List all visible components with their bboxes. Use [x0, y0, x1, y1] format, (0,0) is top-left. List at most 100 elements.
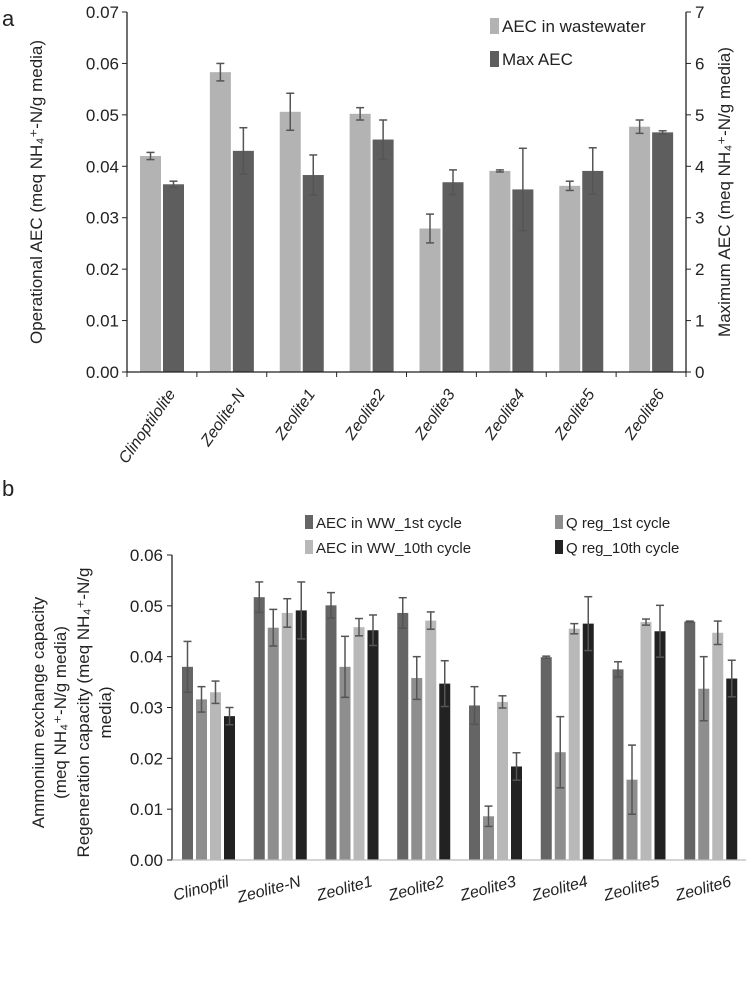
- panel-label-b: b: [2, 476, 14, 501]
- bar-qreg-10th-cycle: [295, 610, 307, 860]
- x-tick-label: Zeolite6: [673, 873, 733, 904]
- y-tick-label: 0.04: [86, 157, 119, 176]
- bar-aec-1st-cycle: [612, 669, 624, 860]
- y-tick-label: 0.06: [86, 54, 119, 73]
- y-tick-label: 0.06: [130, 546, 163, 565]
- legend-swatch: [490, 18, 499, 34]
- bar-max-aec: [232, 150, 254, 372]
- bar-aec-1st-cycle: [253, 597, 265, 860]
- bar-aec-10th-cycle: [497, 701, 508, 860]
- bar-qreg-1st-cycle: [554, 752, 566, 860]
- y-tick-label: 0.00: [86, 363, 119, 382]
- panel-b-chart: Clinoptil Zeolite-N Zeolite1 Zeolite2 Zeolit…: [29, 515, 746, 907]
- bar-max-aec: [442, 182, 464, 372]
- y-tick-label: 0.01: [86, 312, 119, 331]
- panel-a-chart: Clinoptilolite Zeolite-N Zeolite1 Zeolite2 Z…: [27, 3, 734, 467]
- x-tick-label: Zeolite-N: [235, 873, 303, 907]
- bar-qreg-1st-cycle: [196, 699, 207, 860]
- bar-max-aec: [652, 132, 674, 372]
- bar-aec-10th-cycle: [568, 628, 580, 860]
- bar-aec-wastewater: [419, 228, 441, 372]
- bar-aec-1st-cycle: [469, 705, 480, 860]
- y2-tick-label: 2: [695, 260, 704, 279]
- bar-qreg-10th-cycle: [439, 683, 451, 860]
- bar-max-aec: [163, 184, 184, 372]
- bar-qreg-1st-cycle: [483, 816, 494, 860]
- bar-aec-wastewater: [489, 170, 511, 372]
- y-tick-label: 0.03: [86, 209, 119, 228]
- y-tick-label: 0.05: [86, 106, 119, 125]
- x-tick-label: Zeolite1: [272, 387, 319, 444]
- bar-aec-1st-cycle: [325, 605, 337, 860]
- y-tick-label: 0.03: [130, 699, 163, 718]
- x-tick-label: Clinoptilolite: [116, 386, 179, 466]
- legend-swatch: [555, 515, 563, 529]
- bar-qreg-1st-cycle: [698, 688, 710, 860]
- y2-tick-label: 7: [695, 3, 704, 22]
- y2-tick-label: 1: [695, 312, 704, 331]
- bar-qreg-1st-cycle: [339, 666, 351, 860]
- x-tick-label: Clinoptil: [172, 873, 232, 904]
- y-axis-title-line: Ammonium exchange capacity: [29, 596, 48, 828]
- x-tick-label: Zeolite5: [551, 386, 598, 443]
- y-tick-label: 0.01: [130, 800, 163, 819]
- bar-aec-1st-cycle: [684, 621, 696, 860]
- bar-aec-10th-cycle: [712, 632, 724, 860]
- x-tick-label: Zeolite4: [481, 386, 528, 443]
- bar-max-aec: [582, 170, 604, 372]
- y-tick-label: 0.05: [130, 597, 163, 616]
- x-tick-label: Zeolite2: [342, 386, 389, 443]
- y-tick-label: 0.00: [130, 851, 163, 870]
- y-axis-title-line: (meq NH₄⁺-N/g media): [51, 626, 70, 799]
- bar-qreg-10th-cycle: [367, 630, 379, 860]
- legend-swatch: [305, 540, 313, 554]
- bar-aec-wastewater: [349, 113, 371, 372]
- bar-aec-10th-cycle: [353, 627, 365, 860]
- legend-label: AEC in wastewater: [502, 17, 646, 36]
- y2-tick-label: 3: [695, 209, 704, 228]
- bar-aec-10th-cycle: [425, 620, 437, 860]
- bar-max-aec: [372, 139, 394, 372]
- x-tick-label: Zeolite4: [529, 873, 589, 904]
- bar-aec-wastewater: [140, 156, 161, 372]
- legend-label: Q reg_10th cycle: [566, 540, 679, 557]
- y-tick-label: 0.04: [130, 648, 163, 667]
- bar-aec-10th-cycle: [640, 622, 652, 860]
- bar-aec-wastewater: [629, 126, 651, 372]
- legend-label: AEC in WW_1st cycle: [316, 515, 462, 532]
- x-tick-label: Zeolite1: [314, 873, 374, 904]
- x-tick-label: Zeolite3: [458, 873, 518, 904]
- legend-swatch: [555, 540, 563, 554]
- bar-qreg-10th-cycle: [726, 678, 738, 860]
- y2-tick-label: 0: [695, 363, 704, 382]
- panel-label-a: a: [2, 6, 15, 31]
- y-tick-label: 0.07: [86, 3, 119, 22]
- bar-aec-10th-cycle: [210, 692, 221, 860]
- bar-aec-wastewater: [559, 185, 581, 372]
- bar-aec-10th-cycle: [281, 612, 293, 860]
- legend-swatch: [490, 51, 499, 67]
- bar-qreg-1st-cycle: [626, 779, 638, 860]
- x-tick-label: Zeolite6: [621, 386, 668, 443]
- legend-swatch: [305, 515, 313, 529]
- bar-aec-1st-cycle: [182, 666, 193, 860]
- legend-label: Q reg_1st cycle: [566, 515, 670, 532]
- y-axis-title: Operational AEC (meq NH₄⁺-N/g media): [27, 40, 46, 344]
- y-axis-title-line: media): [96, 687, 115, 739]
- bar-qreg-1st-cycle: [411, 678, 423, 860]
- bar-max-aec: [512, 189, 534, 372]
- bar-qreg-10th-cycle: [654, 631, 666, 860]
- bar-aec-wastewater: [279, 111, 301, 373]
- legend-label: Max AEC: [502, 50, 573, 69]
- bar-qreg-10th-cycle: [511, 766, 522, 860]
- bar-qreg-1st-cycle: [267, 627, 279, 860]
- x-tick-label: Zeolite3: [412, 386, 459, 443]
- y-axis-title-line: Regeneration capacity (meq NH₄⁺-N/g: [74, 568, 93, 858]
- bar-aec-1st-cycle: [397, 612, 409, 860]
- y2-tick-label: 4: [695, 157, 704, 176]
- bar-qreg-10th-cycle: [224, 716, 235, 860]
- y2-axis-title: Maximum AEC (meq NH₄⁺-N/g media): [715, 47, 734, 337]
- x-tick-label: Zeolite2: [386, 873, 446, 904]
- y-tick-label: 0.02: [130, 749, 163, 768]
